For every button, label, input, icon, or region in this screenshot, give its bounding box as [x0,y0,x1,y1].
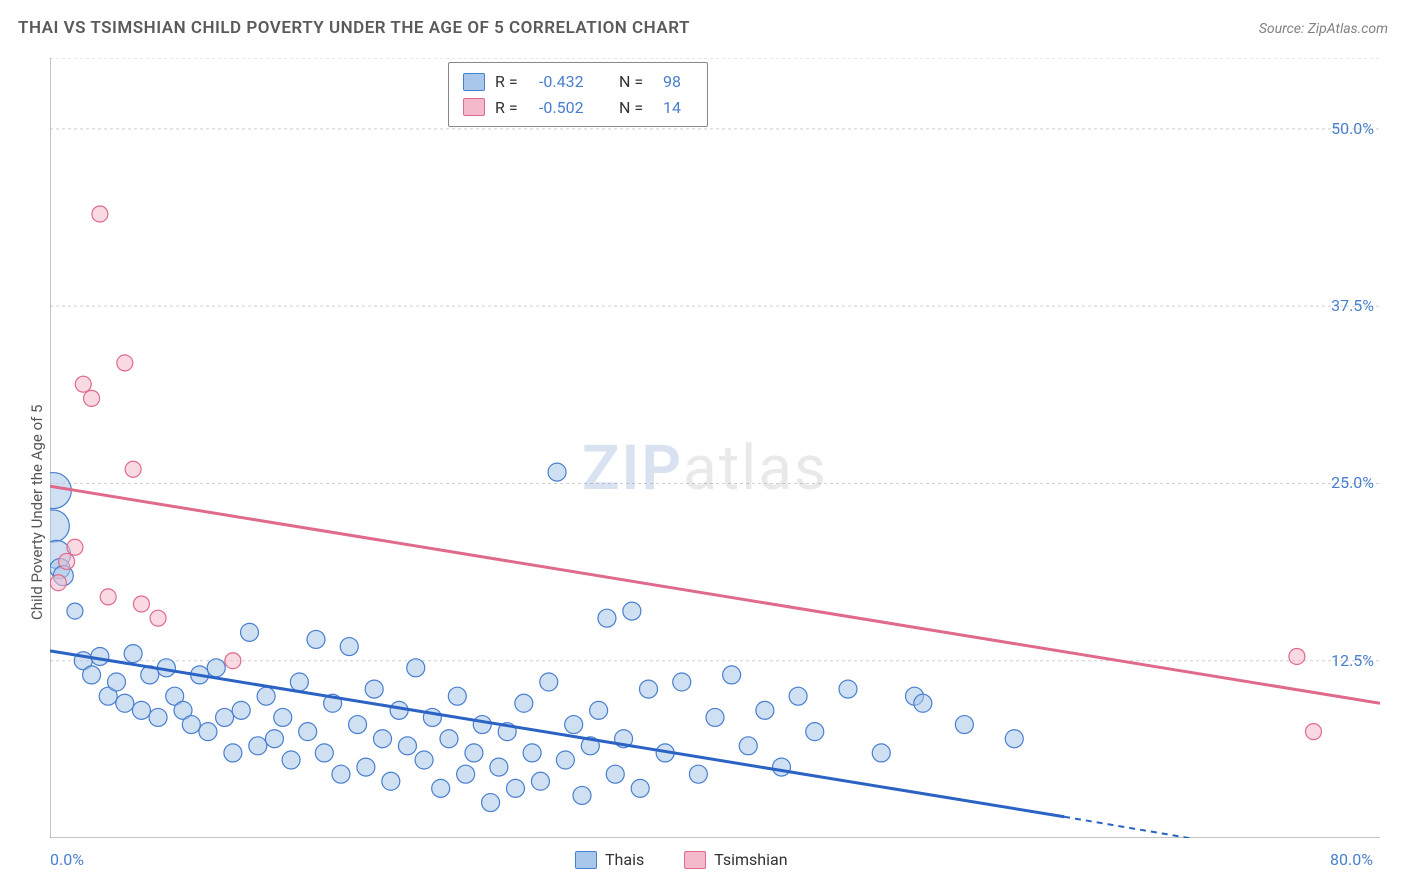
n-label: N = [619,95,653,121]
series-legend-label: Tsimshian [714,850,787,869]
r-value: -0.432 [539,69,609,95]
chart-container: THAI VS TSIMSHIAN CHILD POVERTY UNDER TH… [0,0,1406,892]
y-tick-label: 25.0% [1320,473,1374,492]
x-tick-label: 0.0% [50,850,84,869]
n-label: N = [619,69,653,95]
r-label: R = [495,95,529,121]
title-bar: THAI VS TSIMSHIAN CHILD POVERTY UNDER TH… [18,18,1388,38]
y-tick-label: 12.5% [1320,651,1374,670]
legend-swatch-icon [463,98,485,116]
correlation-legend-row: R = -0.502 N = 14 [463,95,693,121]
legend-swatch-icon [684,851,706,869]
legend-swatch-icon [463,73,485,91]
r-value: -0.502 [539,95,609,121]
series-legend-item: Tsimshian [684,850,787,869]
legend-swatch-icon [575,851,597,869]
scatter-svg [50,58,1380,838]
plot-area [50,58,1380,838]
source-attribution: Source: ZipAtlas.com [1259,21,1388,37]
y-tick-label: 37.5% [1320,296,1374,315]
chart-title: THAI VS TSIMSHIAN CHILD POVERTY UNDER TH… [18,18,690,38]
y-tick-label: 50.0% [1320,119,1374,138]
series-legend-item: Thais [575,850,644,869]
n-value: 98 [663,69,693,95]
y-axis-label: Child Poverty Under the Age of 5 [28,404,46,620]
series-legend-label: Thais [605,850,644,869]
x-tick-label: 80.0% [1330,850,1373,869]
series-legend: Thais Tsimshian [575,850,788,869]
r-label: R = [495,69,529,95]
correlation-legend: R = -0.432 N = 98 R = -0.502 N = 14 [448,62,708,127]
correlation-legend-row: R = -0.432 N = 98 [463,69,693,95]
n-value: 14 [663,95,693,121]
